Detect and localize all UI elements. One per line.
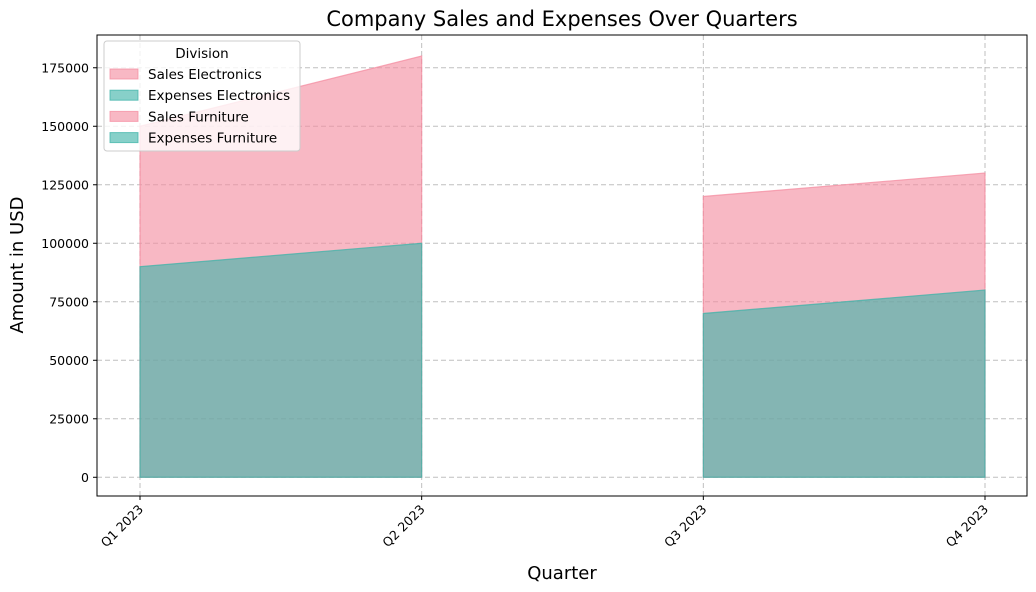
y-tick-label: 75000 bbox=[49, 294, 89, 309]
y-axis-ticks: 0 25000 50000 75000 100000 125000 150000 175000 bbox=[41, 60, 97, 485]
y-tick-label: 175000 bbox=[41, 60, 89, 75]
legend-box bbox=[103, 40, 301, 152]
y-axis-title: Amount in USD bbox=[7, 196, 28, 333]
legend-swatch bbox=[109, 68, 139, 80]
legend-swatch bbox=[109, 89, 139, 101]
y-tick-label: 25000 bbox=[49, 411, 89, 426]
legend-swatch bbox=[109, 132, 139, 144]
legend-entry: Sales Furniture bbox=[148, 109, 249, 125]
y-tick-label: 100000 bbox=[41, 236, 89, 251]
plot-frame bbox=[96, 34, 1028, 497]
x-tick-label: Q4 2023 bbox=[943, 502, 991, 550]
area-expenses-electronics bbox=[139, 242, 423, 478]
area-series bbox=[139, 55, 986, 478]
legend-entry: Expenses Furniture bbox=[148, 131, 277, 147]
legend-entry: Expenses Electronics bbox=[148, 88, 290, 104]
y-tick-label: 150000 bbox=[41, 119, 89, 134]
legend-title: Division bbox=[175, 46, 229, 62]
x-axis-title: Quarter bbox=[527, 563, 597, 584]
x-tick-label: Q3 2023 bbox=[661, 502, 709, 550]
legend: Division Sales Electronics Expenses Elect… bbox=[103, 40, 301, 152]
x-tick-label: Q2 2023 bbox=[379, 502, 427, 550]
legend-entry: Sales Electronics bbox=[148, 67, 262, 83]
x-tick-label: Q1 2023 bbox=[98, 502, 146, 550]
y-tick-label: 50000 bbox=[49, 353, 89, 368]
area-expenses-furniture bbox=[702, 289, 986, 478]
legend-swatch bbox=[109, 110, 139, 122]
y-tick-label: 0 bbox=[81, 470, 89, 485]
x-axis-ticks: Q1 2023 Q2 2023 Q3 2023 Q4 2023 bbox=[98, 496, 991, 550]
chart-title: Company Sales and Expenses Over Quarters bbox=[326, 7, 797, 31]
y-tick-label: 125000 bbox=[41, 177, 89, 192]
